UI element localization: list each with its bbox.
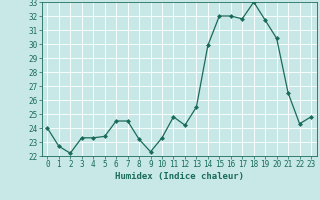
X-axis label: Humidex (Indice chaleur): Humidex (Indice chaleur)	[115, 172, 244, 181]
